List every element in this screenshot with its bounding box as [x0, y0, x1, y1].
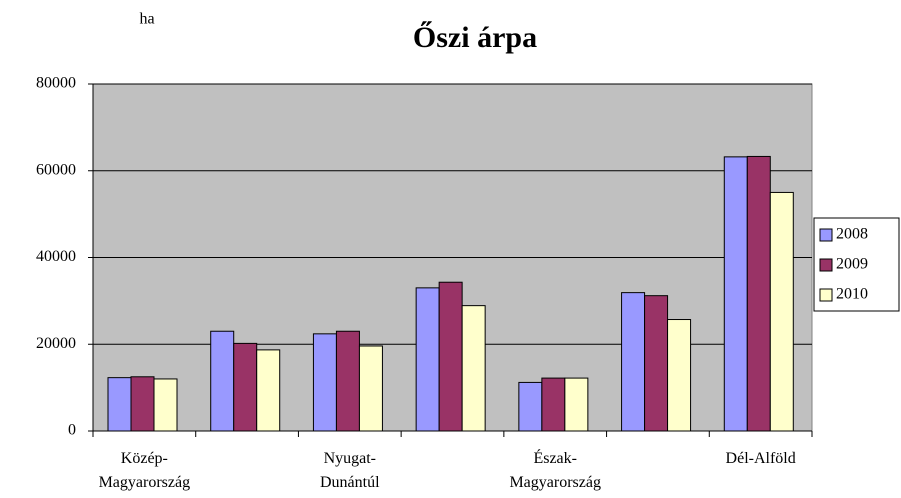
y-tick-label: 20000	[36, 335, 76, 352]
y-tick-label: 40000	[36, 248, 76, 265]
bar	[723, 156, 748, 432]
bar	[256, 349, 281, 432]
bar	[130, 376, 155, 432]
bar	[358, 345, 383, 432]
x-tick-label: Dél-Alföld	[725, 450, 796, 467]
bar	[461, 305, 486, 432]
bar	[541, 377, 566, 432]
y-tick-label: 60000	[36, 161, 76, 178]
chart-title: Őszi árpa	[413, 21, 537, 54]
y-tick-label: 0	[68, 422, 76, 439]
bar	[644, 295, 669, 432]
bar	[746, 155, 771, 432]
bar	[210, 330, 235, 432]
legend-swatch	[819, 288, 833, 302]
bar	[415, 287, 440, 432]
bar	[769, 191, 794, 432]
bar	[107, 377, 132, 432]
bar	[153, 378, 178, 432]
bar	[667, 319, 692, 432]
bar	[335, 330, 360, 432]
bar	[564, 377, 589, 432]
legend-label: 2010	[836, 286, 868, 303]
y-tick-label: 80000	[36, 75, 76, 92]
x-tick-label: Közép- Magyarország	[98, 450, 191, 491]
bar	[233, 342, 258, 432]
bar	[518, 381, 543, 432]
bar	[621, 292, 646, 432]
legend-label: 2008	[836, 226, 868, 243]
bar	[438, 281, 463, 432]
legend-swatch	[819, 258, 833, 272]
x-tick-label: Észak- Magyarország	[509, 450, 601, 491]
bar	[312, 333, 337, 432]
legend-swatch	[819, 228, 833, 242]
legend-label: 2009	[836, 256, 868, 273]
y-axis-label: ha	[139, 11, 154, 28]
x-tick-label: Nyugat- Dunántúl	[320, 450, 380, 491]
